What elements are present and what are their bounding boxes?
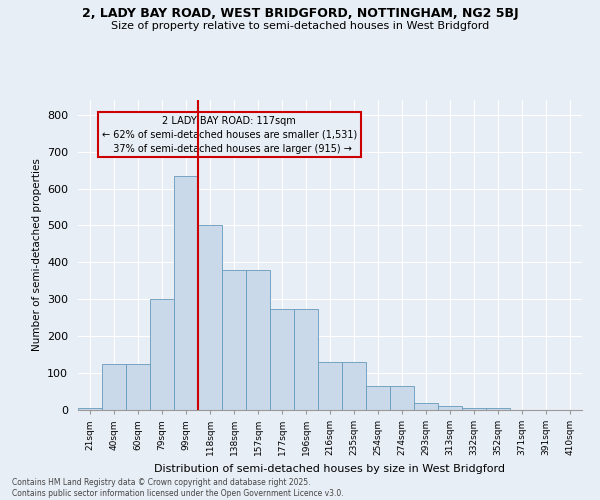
Bar [486, 408, 510, 410]
Bar [438, 406, 462, 410]
Text: Size of property relative to semi-detached houses in West Bridgford: Size of property relative to semi-detach… [111, 21, 489, 31]
Text: Contains HM Land Registry data © Crown copyright and database right 2025.
Contai: Contains HM Land Registry data © Crown c… [12, 478, 344, 498]
Bar [174, 176, 198, 410]
Y-axis label: Number of semi-detached properties: Number of semi-detached properties [32, 158, 41, 352]
Text: 2 LADY BAY ROAD: 117sqm
← 62% of semi-detached houses are smaller (1,531)
  37% : 2 LADY BAY ROAD: 117sqm ← 62% of semi-de… [101, 116, 357, 154]
Bar [318, 362, 342, 410]
Bar [78, 408, 102, 410]
Bar [270, 308, 294, 410]
Bar [414, 402, 438, 410]
Bar [342, 362, 366, 410]
Text: 2, LADY BAY ROAD, WEST BRIDGFORD, NOTTINGHAM, NG2 5BJ: 2, LADY BAY ROAD, WEST BRIDGFORD, NOTTIN… [82, 8, 518, 20]
Bar [294, 308, 318, 410]
Bar [366, 386, 390, 410]
Bar [150, 300, 174, 410]
Bar [102, 364, 126, 410]
Bar [126, 364, 150, 410]
Bar [222, 270, 246, 410]
Bar [198, 226, 222, 410]
Bar [246, 270, 270, 410]
X-axis label: Distribution of semi-detached houses by size in West Bridgford: Distribution of semi-detached houses by … [155, 464, 505, 473]
Bar [462, 408, 486, 410]
Bar [390, 386, 414, 410]
